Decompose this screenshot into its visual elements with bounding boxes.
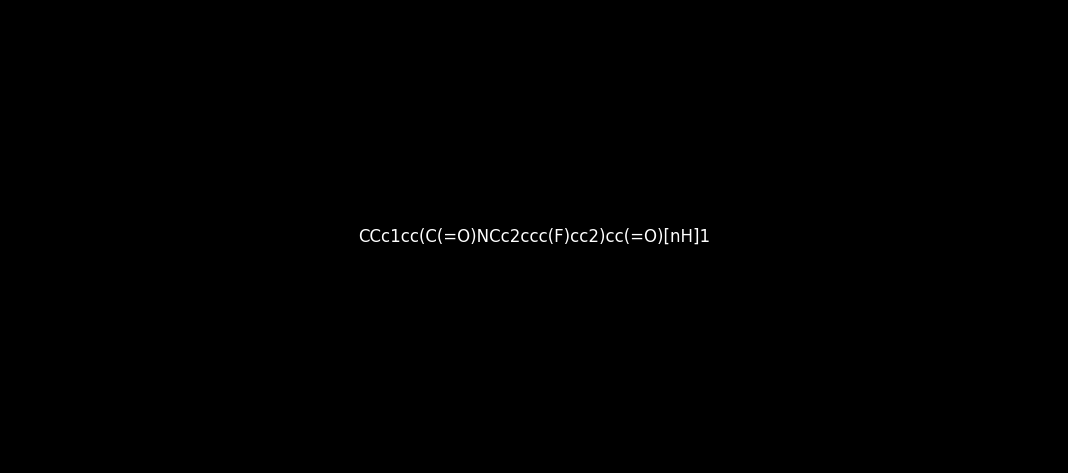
Text: CCc1cc(C(=O)NCc2ccc(F)cc2)cc(=O)[nH]1: CCc1cc(C(=O)NCc2ccc(F)cc2)cc(=O)[nH]1 (358, 228, 710, 245)
